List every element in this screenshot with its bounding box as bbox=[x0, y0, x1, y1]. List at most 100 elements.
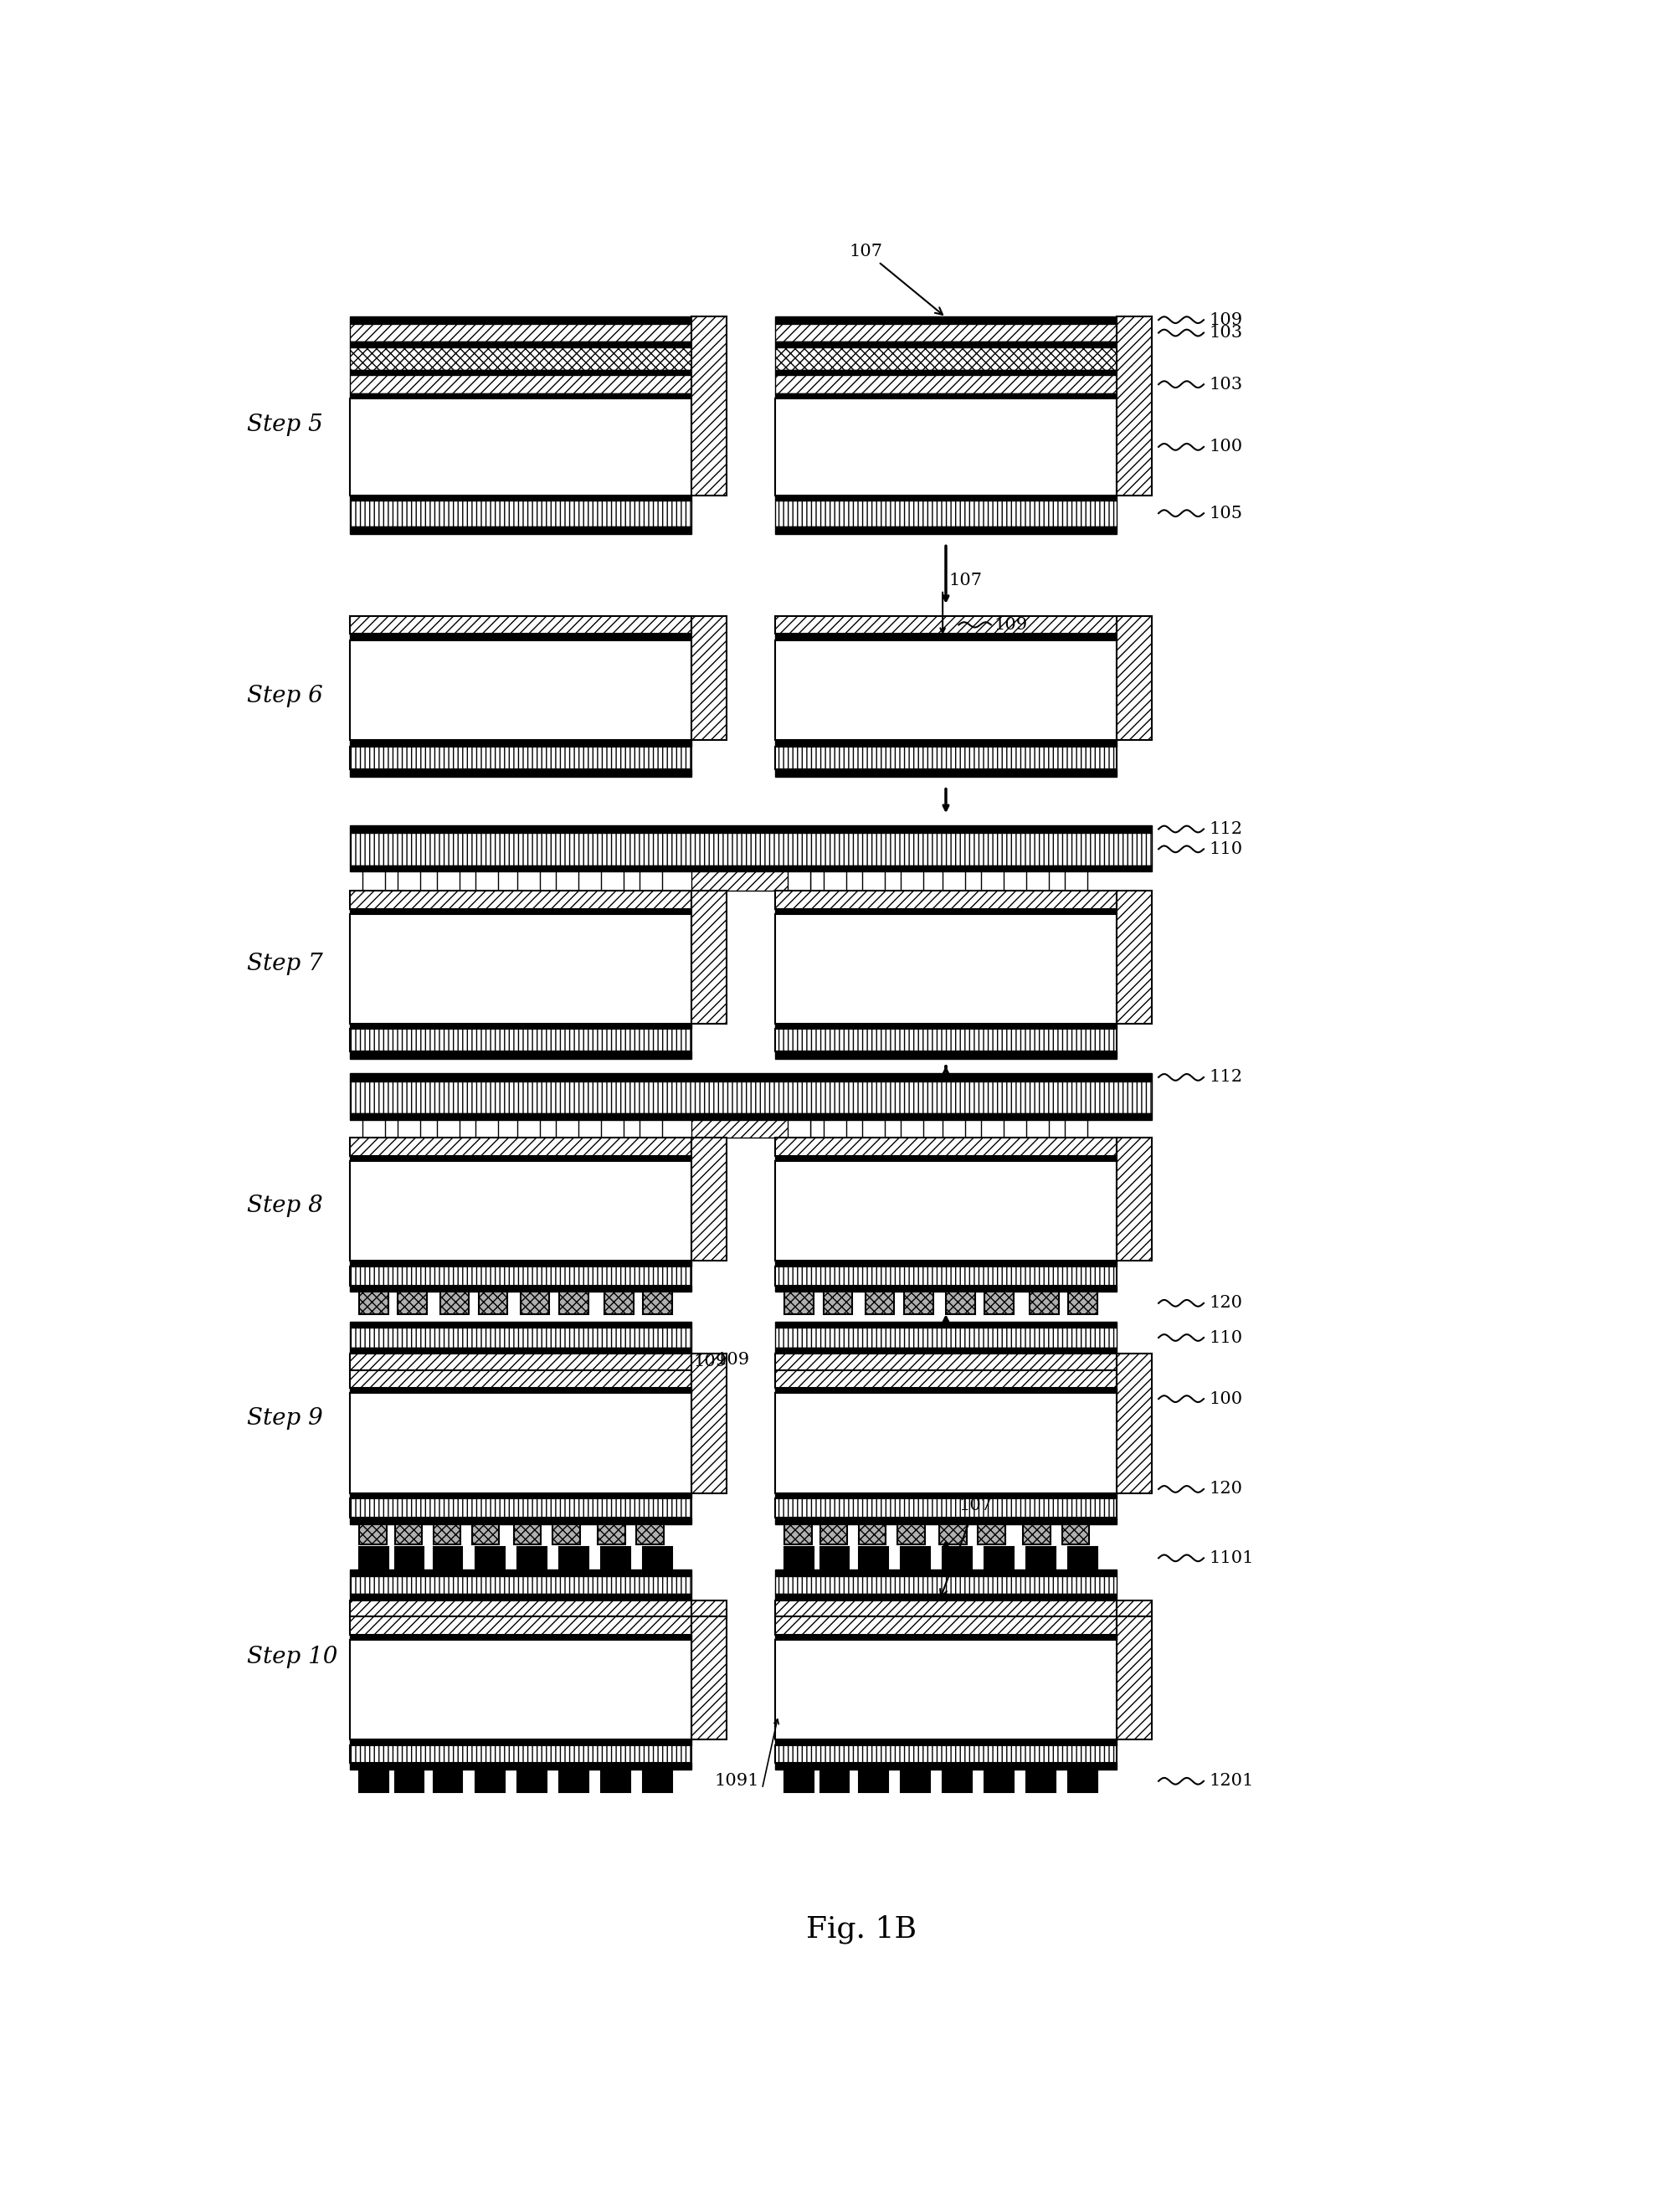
Bar bbox=[1116, 615, 1151, 741]
Bar bbox=[690, 1137, 726, 1261]
Bar bbox=[774, 1746, 1116, 1763]
Bar bbox=[603, 1292, 633, 1314]
Bar bbox=[785, 1547, 813, 1569]
Bar bbox=[774, 1265, 1116, 1285]
Bar bbox=[774, 1285, 1116, 1292]
Bar bbox=[774, 908, 1116, 915]
Bar bbox=[774, 915, 1116, 1023]
Bar bbox=[823, 1120, 845, 1137]
Bar bbox=[1068, 1770, 1097, 1792]
Bar bbox=[820, 1770, 848, 1792]
Bar bbox=[1065, 1600, 1085, 1618]
Bar bbox=[1116, 315, 1151, 496]
Bar bbox=[517, 1353, 539, 1371]
Bar bbox=[349, 1739, 690, 1746]
Bar bbox=[559, 1292, 588, 1314]
Bar bbox=[398, 1120, 420, 1137]
Bar bbox=[349, 1569, 690, 1576]
Bar bbox=[774, 741, 1116, 747]
Bar bbox=[1065, 1120, 1087, 1137]
Bar bbox=[823, 1292, 852, 1314]
Bar bbox=[774, 1600, 1116, 1618]
Bar bbox=[862, 1120, 884, 1137]
Bar bbox=[433, 1523, 460, 1545]
Bar bbox=[601, 1770, 630, 1792]
Bar bbox=[1030, 1292, 1058, 1314]
Bar bbox=[349, 635, 690, 639]
Bar bbox=[900, 1120, 922, 1137]
Bar bbox=[774, 1347, 1116, 1353]
Bar bbox=[349, 824, 1151, 833]
Bar bbox=[559, 1770, 588, 1792]
Bar bbox=[862, 1600, 884, 1618]
Bar bbox=[349, 1519, 690, 1523]
Bar bbox=[349, 1763, 690, 1770]
Bar bbox=[690, 315, 726, 496]
Bar bbox=[1065, 871, 1087, 890]
Bar bbox=[349, 1082, 1151, 1113]
Bar bbox=[517, 1120, 539, 1137]
Bar bbox=[774, 324, 1116, 342]
Bar bbox=[349, 1051, 690, 1060]
Bar bbox=[640, 1120, 662, 1137]
Bar bbox=[942, 1770, 971, 1792]
Text: Step 7: Step 7 bbox=[247, 952, 323, 974]
Bar bbox=[1116, 1600, 1151, 1618]
Bar bbox=[820, 1547, 848, 1569]
Bar bbox=[690, 615, 726, 741]
Bar bbox=[349, 315, 690, 324]
Bar bbox=[349, 1073, 1151, 1082]
Bar bbox=[788, 1120, 810, 1137]
Bar bbox=[349, 1329, 690, 1347]
Bar bbox=[556, 1600, 576, 1618]
Bar bbox=[643, 1292, 672, 1314]
Bar bbox=[1026, 1600, 1047, 1618]
Bar bbox=[349, 1576, 690, 1593]
Bar bbox=[774, 392, 1116, 399]
Bar bbox=[349, 500, 690, 527]
Bar bbox=[981, 871, 1003, 890]
Bar bbox=[349, 1347, 690, 1353]
Bar bbox=[774, 1569, 1116, 1576]
Text: Step 5: Step 5 bbox=[247, 414, 323, 436]
Bar bbox=[349, 747, 690, 769]
Bar bbox=[349, 890, 690, 908]
Bar bbox=[349, 1389, 690, 1393]
Bar bbox=[640, 1600, 660, 1618]
Bar bbox=[774, 500, 1116, 527]
Bar bbox=[774, 1137, 1116, 1155]
Text: 107: 107 bbox=[949, 573, 983, 588]
Text: Fig. 1B: Fig. 1B bbox=[806, 1915, 916, 1944]
Text: 112: 112 bbox=[1208, 1069, 1242, 1084]
Bar bbox=[349, 915, 690, 1023]
Bar bbox=[349, 1393, 690, 1492]
Bar bbox=[349, 392, 690, 399]
Bar bbox=[349, 1265, 690, 1285]
Bar bbox=[690, 890, 726, 1023]
Bar bbox=[349, 1618, 690, 1635]
Bar bbox=[349, 375, 690, 392]
Bar bbox=[1026, 1547, 1055, 1569]
Bar bbox=[517, 871, 539, 890]
Bar bbox=[774, 635, 1116, 639]
Text: 1091: 1091 bbox=[714, 1774, 758, 1790]
Bar bbox=[349, 908, 690, 915]
Bar bbox=[1026, 1353, 1048, 1371]
Bar bbox=[517, 1770, 546, 1792]
Bar bbox=[942, 1600, 963, 1618]
Bar bbox=[349, 615, 690, 635]
Bar bbox=[1062, 1523, 1089, 1545]
Text: 110: 110 bbox=[1208, 842, 1242, 857]
Text: 103: 103 bbox=[1208, 324, 1242, 342]
Bar bbox=[904, 1292, 932, 1314]
Bar bbox=[774, 1371, 1116, 1389]
Bar bbox=[556, 871, 578, 890]
Bar bbox=[349, 1499, 690, 1519]
Bar bbox=[472, 1523, 499, 1545]
Bar bbox=[1116, 1137, 1151, 1261]
Bar bbox=[349, 1746, 690, 1763]
Text: 107: 107 bbox=[848, 245, 942, 315]
Text: 107: 107 bbox=[939, 1497, 991, 1596]
Bar bbox=[395, 1547, 423, 1569]
Bar bbox=[1065, 1353, 1087, 1371]
